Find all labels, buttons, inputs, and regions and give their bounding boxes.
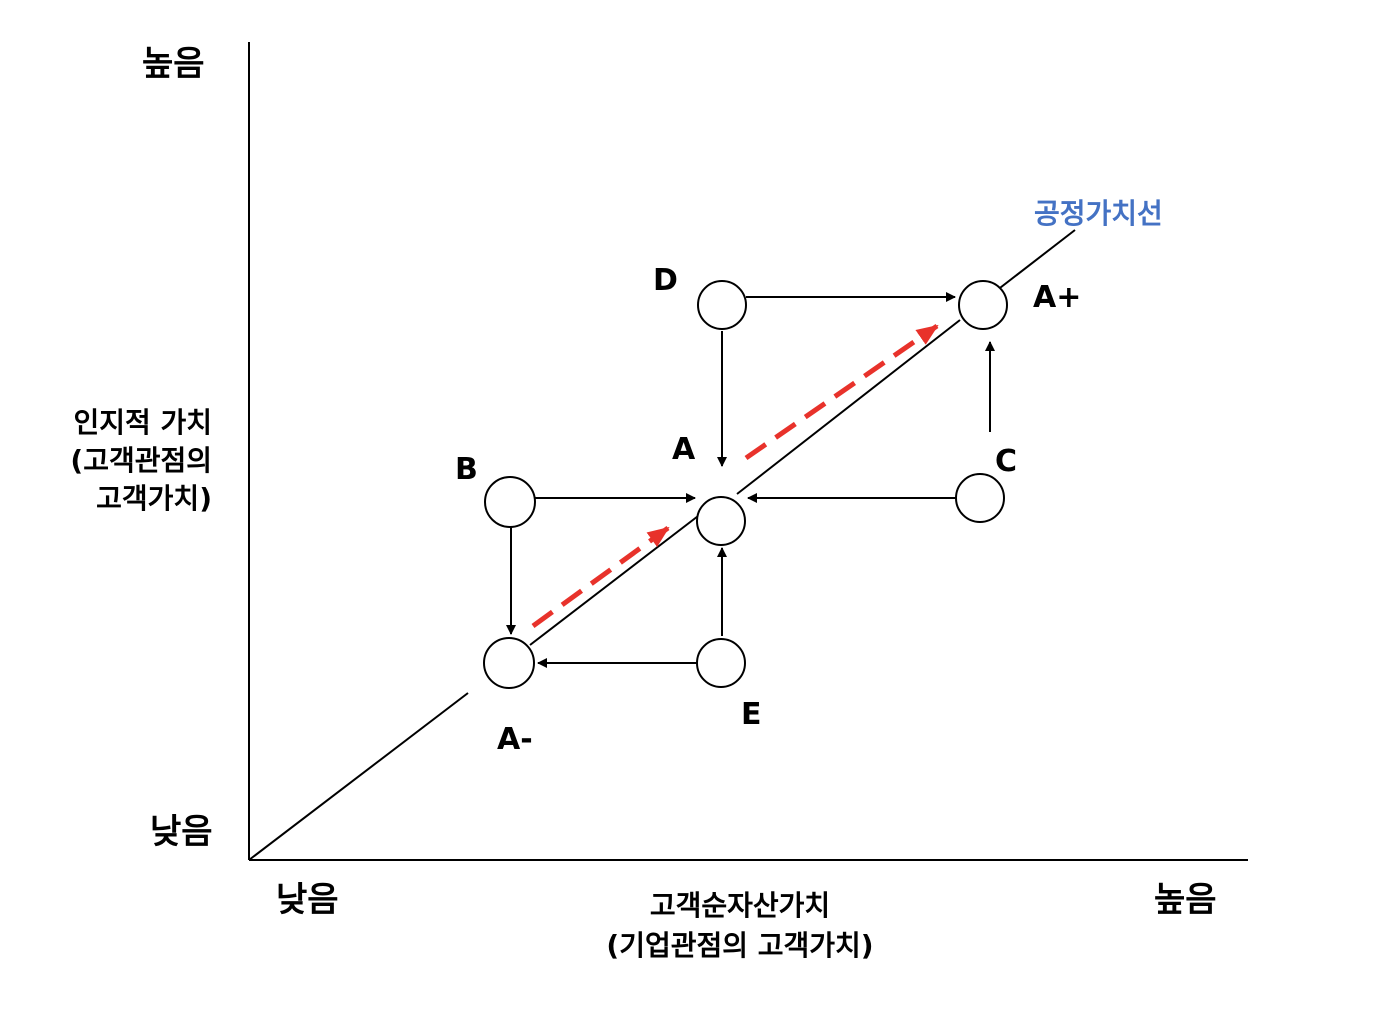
y-axis-low-label: 낮음 [150, 812, 213, 852]
x-axis-title-line-1: 고객순자산가치 [649, 889, 831, 922]
y-axis-title-line-1: 인지적 가치 [73, 406, 212, 439]
node-e-label: E [741, 697, 762, 732]
node-a-plus-circle [958, 280, 1008, 330]
node-d-circle [697, 280, 747, 330]
node-b-circle [484, 476, 536, 528]
red-arrow-a-to-a-plus [744, 323, 939, 461]
y-axis-title-line-2: (고객관점의 [70, 444, 212, 477]
node-a-plus-label: A+ [1033, 280, 1082, 315]
fair-value-line-label: 공정가치선 [1034, 197, 1163, 230]
node-a-minus-circle [483, 637, 535, 689]
y-axis-high-label: 높음 [142, 44, 205, 84]
fair-value-line [248, 692, 469, 861]
node-a-label: A [672, 432, 696, 467]
node-c-label: C [995, 444, 1018, 479]
fair-value-line-segment [995, 229, 1076, 292]
red-arrow-a-minus-to-a [531, 525, 670, 629]
x-axis-low-label: 낮음 [276, 880, 339, 920]
node-b-label: B [455, 452, 478, 487]
x-axis-high-label: 높음 [1154, 880, 1217, 920]
x-axis-title: 고객순자산가치 (기업관점의 고객가치) [540, 886, 940, 966]
node-a-minus-label: A- [497, 722, 533, 757]
node-c-circle [955, 473, 1005, 523]
y-axis-title: 인지적 가치 (고객관점의 고객가치) [36, 404, 212, 518]
fair-value-line-segment [736, 319, 961, 495]
node-e-circle [696, 638, 746, 688]
x-axis-title-line-2: (기업관점의 고객가치) [606, 929, 874, 962]
node-a-circle [696, 496, 746, 546]
node-d-label: D [653, 263, 678, 298]
y-axis-title-line-3: 고객가치) [96, 482, 212, 515]
fair-value-line-segment [529, 512, 703, 646]
